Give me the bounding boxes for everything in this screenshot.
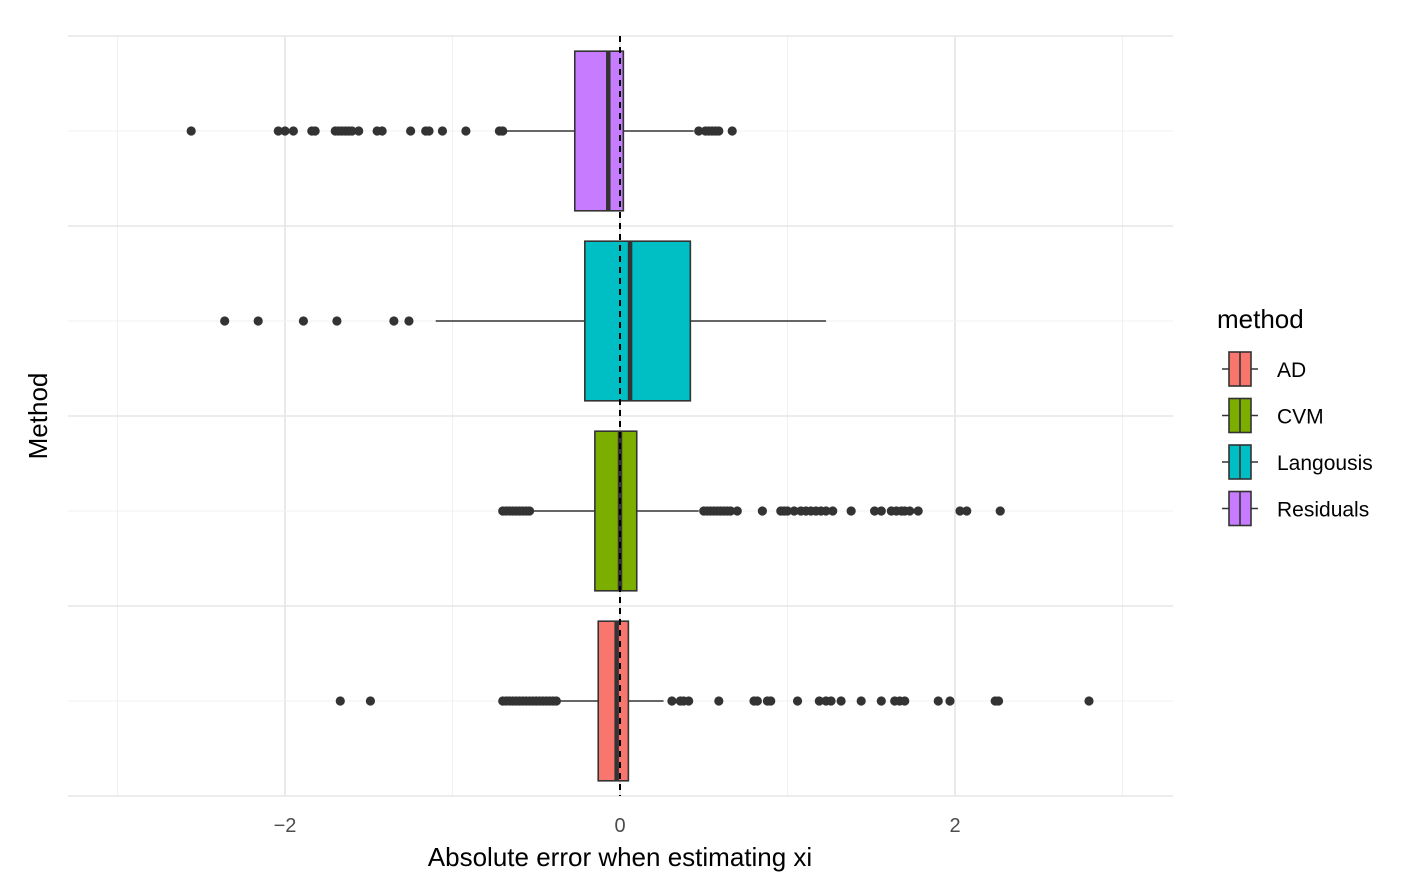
outlier-point-cvm [846,506,856,516]
legend-item-residuals: Residuals [1222,490,1369,527]
outlier-point-residuals [377,126,387,136]
outlier-point-residuals [354,126,364,136]
x-tick-label: 0 [614,815,625,837]
legend-title: method [1217,304,1304,334]
box-ad [335,620,1094,782]
outlier-point-cvm [789,506,799,516]
outlier-point-ad [945,696,955,706]
outlier-point-residuals [280,126,290,136]
outlier-point-ad [993,696,1004,706]
outlier-point-cvm [876,506,886,516]
outlier-point-langousis [389,316,399,326]
iqr-box-residuals [573,50,625,212]
outlier-point-ad [714,696,724,706]
outlier-point-cvm [905,506,915,516]
x-tick-label: 2 [949,815,960,837]
outlier-point-ad [766,696,776,706]
outlier-point-cvm [955,506,965,516]
outlier-point-langousis [253,316,263,326]
outlier-point-cvm [828,506,838,516]
x-tick-label: −2 [274,815,297,837]
outlier-point-residuals [273,126,283,136]
outlier-point-ad [1084,696,1094,706]
outlier-point-residuals [310,126,320,136]
box-cvm [498,430,1005,592]
outlier-point-cvm [962,506,972,516]
outlier-point-langousis [298,316,309,326]
outlier-point-langousis [332,316,342,326]
outlier-point-residuals [727,126,737,136]
legend-label-residuals: Residuals [1277,499,1369,522]
outlier-point-cvm [732,506,742,516]
outlier-point-ad [856,696,866,706]
y-axis-title: Method [23,373,53,460]
outlier-point-cvm [782,506,793,516]
boxes [186,50,1094,782]
outlier-point-ad [876,696,886,706]
legend-item-ad: AD [1222,351,1306,387]
x-axis-title: Absolute error when estimating xi [428,842,812,872]
outlier-point-ad [792,696,803,706]
iqr-box-langousis [584,240,692,402]
box-langousis [220,240,827,402]
outlier-point-ad [667,696,677,706]
outlier-point-residuals [714,126,724,136]
box-residuals [186,50,737,212]
outlier-point-residuals [424,126,434,136]
outlier-point-residuals [347,126,357,136]
legend-item-langousis: Langousis [1222,444,1373,480]
outlier-point-cvm [870,506,880,516]
outlier-point-ad [365,696,376,706]
outlier-point-langousis [404,316,414,326]
outlier-point-ad [826,696,836,706]
legend-item-cvm: CVM [1222,397,1324,434]
legend-label-ad: AD [1277,359,1306,382]
outlier-point-cvm [913,506,923,516]
outlier-point-ad [752,696,762,706]
outlier-point-ad [684,696,694,706]
legend-label-langousis: Langousis [1277,452,1373,475]
outlier-point-residuals [288,126,298,136]
outlier-point-residuals [186,126,196,136]
outlier-point-cvm [821,506,831,516]
iqr-box-cvm [594,430,638,592]
outlier-point-ad [900,696,910,706]
outlier-point-ad [933,696,943,706]
outlier-point-residuals [461,126,471,136]
outlier-point-ad [814,696,824,706]
iqr-box-ad [597,620,630,782]
outlier-point-ad [836,696,846,706]
outlier-point-cvm [995,506,1005,516]
x-tick-labels: −2 0 2 [274,815,961,837]
outlier-point-cvm [757,506,767,516]
legend: method AD CVM Langousis Residuals [1217,304,1373,527]
outlier-point-langousis [220,316,230,326]
outlier-point-ad [335,696,345,706]
outlier-point-residuals [406,126,416,136]
outlier-point-cvm [524,506,535,516]
outlier-point-residuals [694,126,704,136]
outlier-point-ad [551,696,561,706]
outlier-point-residuals [437,126,448,136]
outlier-point-cvm [725,506,736,516]
legend-label-cvm: CVM [1277,406,1324,429]
outlier-point-residuals [498,126,508,136]
